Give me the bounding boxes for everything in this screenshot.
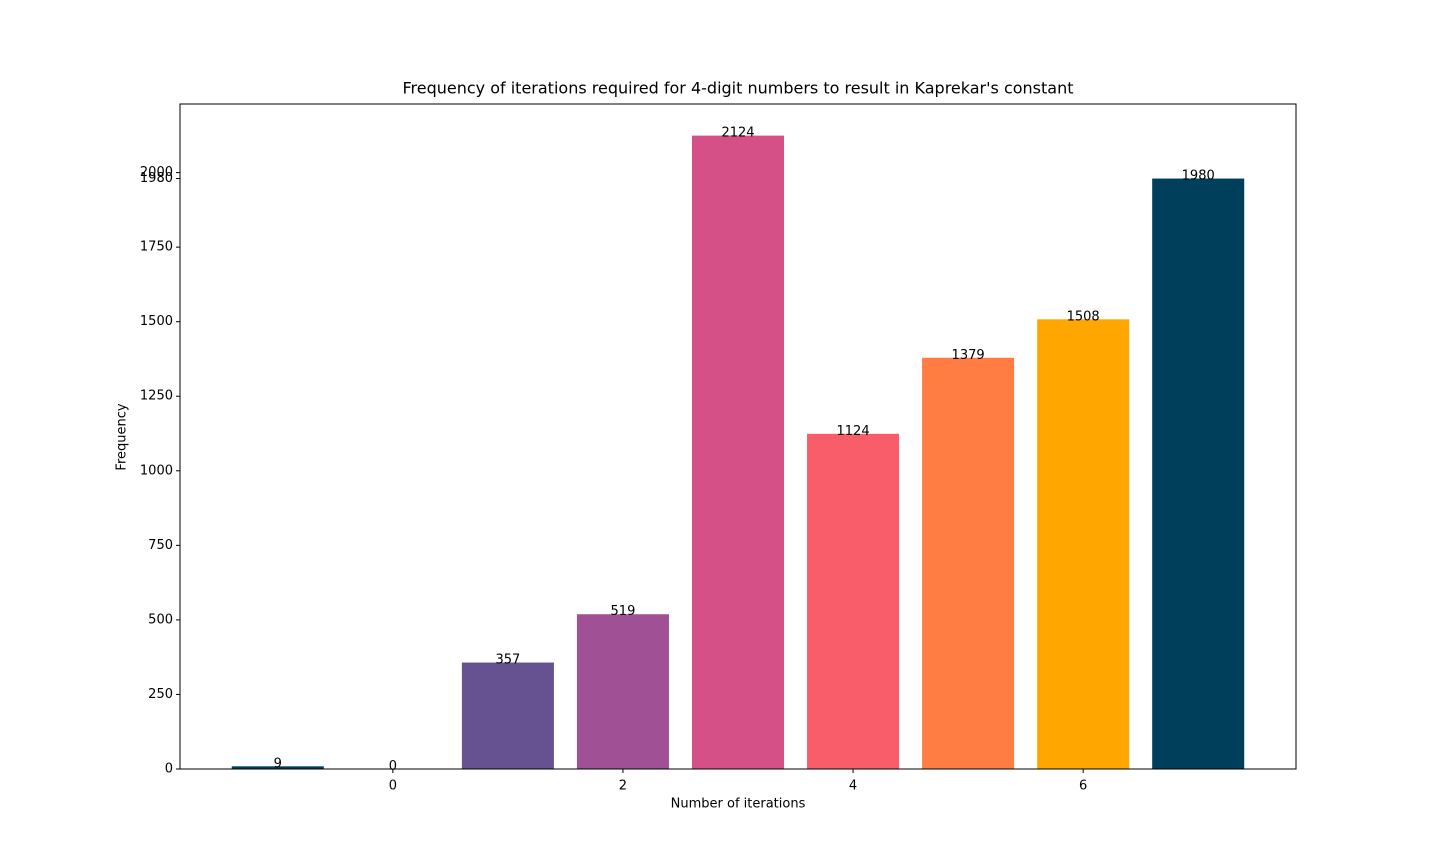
bar xyxy=(922,357,1015,769)
y-tick-label: 1980 xyxy=(140,171,173,186)
plot-frame xyxy=(179,103,1297,770)
bar xyxy=(1152,178,1245,769)
bar xyxy=(1037,319,1130,769)
chart-title: Frequency of iterations required for 4-d… xyxy=(402,79,1073,98)
y-tick-label: 2000 xyxy=(140,165,173,180)
x-axis-label: Number of iterations xyxy=(671,797,806,812)
x-tick-label: 6 xyxy=(1079,779,1087,794)
data-label: 1379 xyxy=(952,348,985,363)
data-label: 1508 xyxy=(1067,309,1100,324)
data-label: 2124 xyxy=(721,126,754,141)
y-tick-label: 1500 xyxy=(140,314,173,329)
bar xyxy=(691,135,785,769)
y-tick-label: 1750 xyxy=(140,240,173,255)
x-tick-label: 4 xyxy=(849,779,857,794)
bar xyxy=(807,433,900,769)
y-axis-label: Frequency xyxy=(115,403,130,470)
y-tick-label: 1250 xyxy=(140,389,173,404)
data-label: 0 xyxy=(389,759,397,774)
data-label: 519 xyxy=(611,604,636,619)
x-tick-label: 0 xyxy=(389,779,397,794)
data-label: 9 xyxy=(274,756,282,771)
y-tick-label: 750 xyxy=(148,538,173,553)
y-tick-label: 1000 xyxy=(140,463,173,478)
y-tick-label: 0 xyxy=(165,762,173,777)
x-tick-label: 2 xyxy=(619,779,627,794)
bar xyxy=(576,614,669,769)
bar xyxy=(461,662,554,769)
y-tick-label: 250 xyxy=(148,687,173,702)
data-label: 1980 xyxy=(1182,169,1215,184)
bar xyxy=(231,766,324,769)
data-label: 357 xyxy=(495,653,520,668)
y-tick-label: 500 xyxy=(148,612,173,627)
data-label: 1124 xyxy=(837,424,870,439)
